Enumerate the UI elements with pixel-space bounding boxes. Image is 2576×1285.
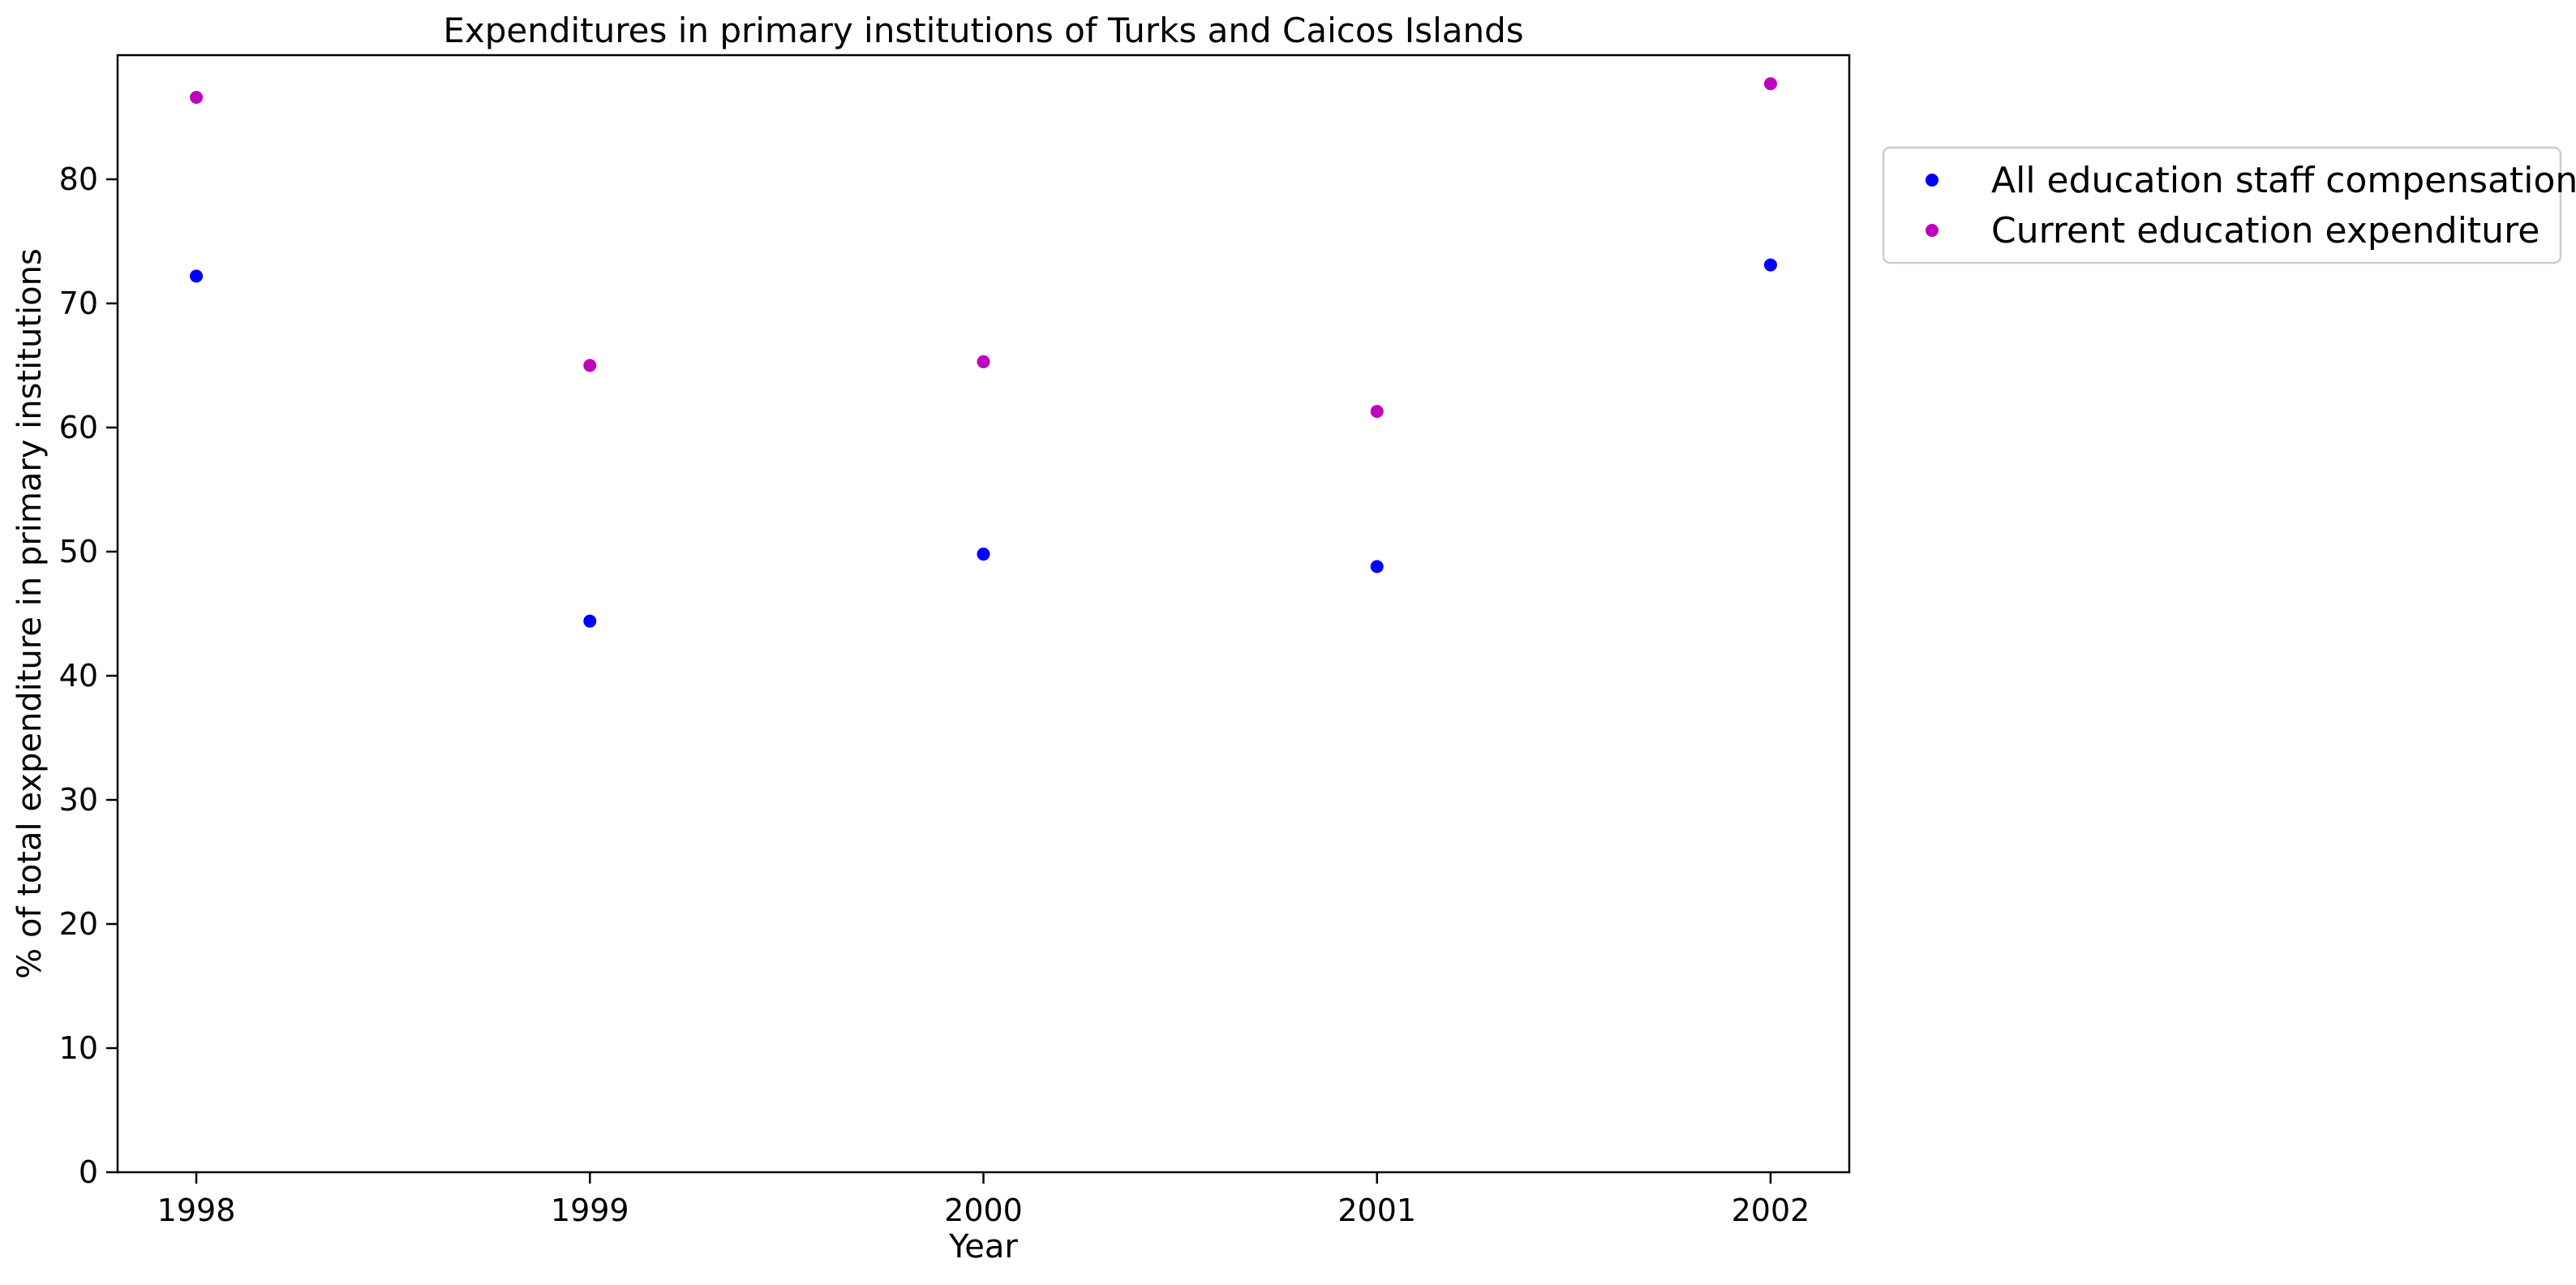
y-tick-label: 30 bbox=[59, 782, 98, 818]
x-tick-label: 1999 bbox=[551, 1193, 629, 1228]
y-tick-label: 50 bbox=[59, 534, 98, 569]
y-tick-label: 10 bbox=[59, 1030, 98, 1066]
data-point bbox=[977, 548, 990, 561]
legend-box bbox=[1882, 146, 2562, 264]
legend: All education staff compensation Current … bbox=[1882, 146, 2576, 264]
series-2 bbox=[190, 77, 1777, 419]
legend-label: All education staff compensation bbox=[1991, 160, 2576, 201]
x-tick-label: 1998 bbox=[157, 1193, 236, 1228]
data-point bbox=[1370, 405, 1384, 419]
y-tick-label: 40 bbox=[59, 658, 98, 694]
y-tick-label: 60 bbox=[59, 410, 98, 445]
x-tick-label: 2002 bbox=[1732, 1193, 1810, 1228]
plot-area: 0 10 20 30 40 50 60 70 80 1998 1999 2000 2001 2002 bbox=[59, 54, 1851, 1228]
data-point bbox=[190, 269, 204, 283]
chart-title: Expenditures in primary institutions of … bbox=[443, 11, 1523, 50]
data-point bbox=[190, 91, 204, 105]
y-tick-label: 0 bbox=[79, 1154, 98, 1190]
data-point bbox=[583, 359, 597, 372]
y-tick-label: 80 bbox=[59, 161, 98, 197]
y-tick-label: 20 bbox=[59, 906, 98, 942]
x-tick-label: 2000 bbox=[944, 1193, 1023, 1228]
series-1 bbox=[190, 258, 1777, 628]
y-tick-label: 70 bbox=[59, 286, 98, 321]
data-point bbox=[1370, 560, 1384, 574]
legend-label: Current education expenditure bbox=[1991, 210, 2540, 251]
legend-marker bbox=[1926, 224, 1938, 237]
legend-marker bbox=[1926, 174, 1938, 187]
data-point bbox=[1763, 258, 1777, 272]
y-axis-label: % of total expenditure in primary instit… bbox=[11, 248, 49, 979]
x-tick-label: 2001 bbox=[1337, 1193, 1416, 1228]
data-point bbox=[1763, 77, 1777, 91]
data-point bbox=[977, 355, 990, 368]
x-axis-label: Year bbox=[948, 1228, 1018, 1266]
data-point bbox=[583, 614, 597, 628]
